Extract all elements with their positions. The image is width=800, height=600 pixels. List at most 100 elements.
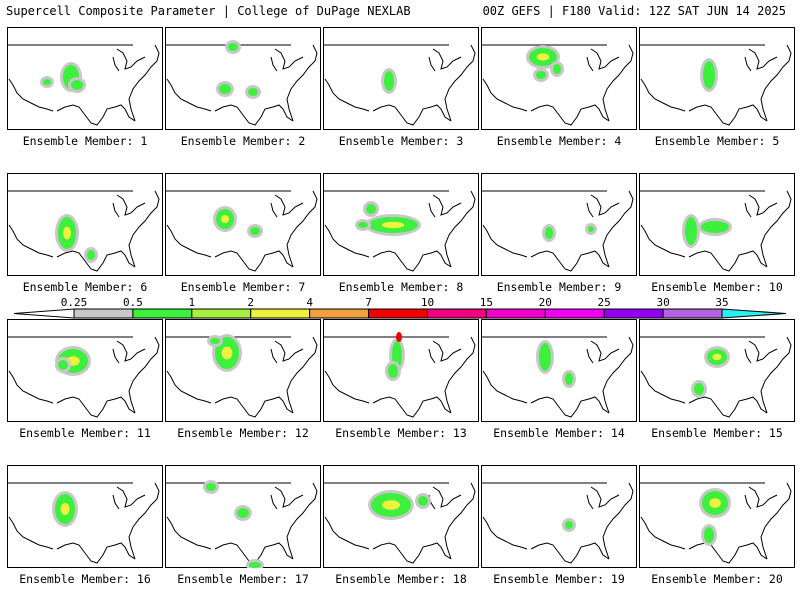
map-outline bbox=[428, 194, 462, 218]
scp-contour-high bbox=[382, 500, 400, 510]
map-outline bbox=[112, 486, 146, 510]
map-outline bbox=[112, 194, 146, 218]
map-outline bbox=[640, 370, 686, 404]
map-outline bbox=[482, 370, 528, 404]
map-outline bbox=[602, 336, 634, 414]
map-outline bbox=[372, 250, 452, 272]
scale-segment bbox=[132, 308, 193, 319]
map-outline bbox=[744, 48, 778, 72]
map-outline bbox=[482, 224, 528, 258]
color-scale-svg bbox=[13, 308, 787, 319]
scp-contour-high bbox=[712, 353, 722, 361]
map-outline bbox=[744, 194, 778, 218]
ensemble-member-label: Ensemble Member: 18 bbox=[335, 572, 467, 586]
scp-contour bbox=[685, 217, 697, 245]
scp-contour-high bbox=[221, 346, 233, 360]
map-outline bbox=[166, 224, 212, 258]
map-outline bbox=[286, 482, 318, 560]
scale-tick-label: 25 bbox=[597, 296, 611, 309]
scale-tick-label: 7 bbox=[365, 296, 372, 309]
ensemble-member-label: Ensemble Member: 12 bbox=[177, 426, 309, 440]
scp-contour bbox=[536, 71, 546, 79]
scp-contour bbox=[703, 61, 715, 89]
scale-tick-label: 15 bbox=[479, 296, 493, 309]
chart-title: Supercell Composite Parameter | College … bbox=[6, 4, 411, 18]
scp-contour bbox=[553, 64, 561, 74]
ensemble-map bbox=[481, 465, 637, 568]
ensemble-map bbox=[165, 173, 321, 276]
map-outline bbox=[128, 190, 160, 268]
map-outline bbox=[324, 516, 370, 550]
scp-contour-high bbox=[60, 503, 70, 515]
map-outline bbox=[286, 190, 318, 268]
map-outline bbox=[324, 224, 370, 258]
map-outline bbox=[602, 44, 634, 122]
scp-contour bbox=[565, 373, 573, 385]
ensemble-map bbox=[639, 319, 795, 422]
ensemble-map bbox=[7, 27, 163, 130]
run-info: 00Z GEFS | F180 Valid: 12Z SAT JUN 14 20… bbox=[482, 4, 786, 18]
scp-contour bbox=[250, 227, 260, 235]
ensemble-map bbox=[7, 173, 163, 276]
scale-segment bbox=[426, 308, 487, 319]
ensemble-member-panel: Ensemble Member: 6 bbox=[7, 173, 163, 294]
map-outline bbox=[214, 250, 294, 272]
scale-tick-label: 10 bbox=[420, 296, 435, 309]
scp-contour bbox=[206, 483, 216, 491]
ensemble-member-label: Ensemble Member: 6 bbox=[22, 280, 148, 294]
map-outline bbox=[602, 482, 634, 560]
scp-contour bbox=[358, 222, 368, 228]
scp-contour bbox=[704, 527, 714, 543]
map-outline bbox=[760, 190, 792, 268]
ensemble-map bbox=[165, 27, 321, 130]
scale-segment bbox=[73, 308, 134, 319]
ensemble-member-panel: Ensemble Member: 19 bbox=[481, 465, 637, 586]
ensemble-member-label: Ensemble Member: 11 bbox=[19, 426, 151, 440]
scp-contour bbox=[249, 562, 261, 568]
map-outline bbox=[166, 78, 212, 112]
map-outline bbox=[56, 250, 136, 272]
scp-contour-high bbox=[381, 221, 405, 229]
map-outline bbox=[372, 104, 452, 126]
ensemble-member-label: Ensemble Member: 16 bbox=[19, 572, 151, 586]
ensemble-member-label: Ensemble Member: 9 bbox=[496, 280, 622, 294]
ensemble-member-panel: Ensemble Member: 10 bbox=[639, 173, 795, 294]
scp-contour-high bbox=[709, 498, 721, 508]
map-outline bbox=[372, 542, 452, 564]
map-outline bbox=[56, 542, 136, 564]
scp-contour bbox=[210, 338, 220, 344]
ensemble-map bbox=[481, 27, 637, 130]
scp-contour bbox=[565, 521, 573, 529]
ensemble-map bbox=[323, 319, 479, 422]
scale-arrow-left bbox=[13, 308, 75, 319]
scale-segment bbox=[191, 308, 252, 319]
map-outline bbox=[760, 336, 792, 414]
map-outline bbox=[270, 486, 304, 510]
ensemble-member-panel: Ensemble Member: 9 bbox=[481, 173, 637, 294]
ensemble-member-panel: Ensemble Member: 7 bbox=[165, 173, 321, 294]
ensemble-member-label: Ensemble Member: 20 bbox=[651, 572, 783, 586]
ensemble-member-label: Ensemble Member: 8 bbox=[338, 280, 464, 294]
ensemble-map bbox=[165, 465, 321, 568]
scale-segment bbox=[662, 308, 723, 319]
scp-contour bbox=[588, 226, 594, 232]
map-outline bbox=[428, 340, 462, 364]
ensemble-member-label: Ensemble Member: 4 bbox=[496, 134, 622, 148]
ensemble-map bbox=[7, 465, 163, 568]
ensemble-member-label: Ensemble Member: 17 bbox=[177, 572, 309, 586]
map-outline bbox=[56, 396, 136, 418]
map-outline bbox=[286, 336, 318, 414]
map-outline bbox=[112, 48, 146, 72]
ensemble-map bbox=[481, 173, 637, 276]
ensemble-member-label: Ensemble Member: 7 bbox=[180, 280, 306, 294]
map-outline bbox=[8, 224, 54, 258]
map-outline bbox=[128, 44, 160, 122]
ensemble-map bbox=[639, 173, 795, 276]
scp-contour bbox=[545, 227, 553, 239]
scp-contour bbox=[43, 79, 51, 85]
ensemble-map bbox=[481, 319, 637, 422]
map-outline bbox=[270, 340, 304, 364]
map-outline bbox=[688, 250, 768, 272]
ensemble-map bbox=[323, 27, 479, 130]
scp-contour bbox=[237, 508, 249, 518]
